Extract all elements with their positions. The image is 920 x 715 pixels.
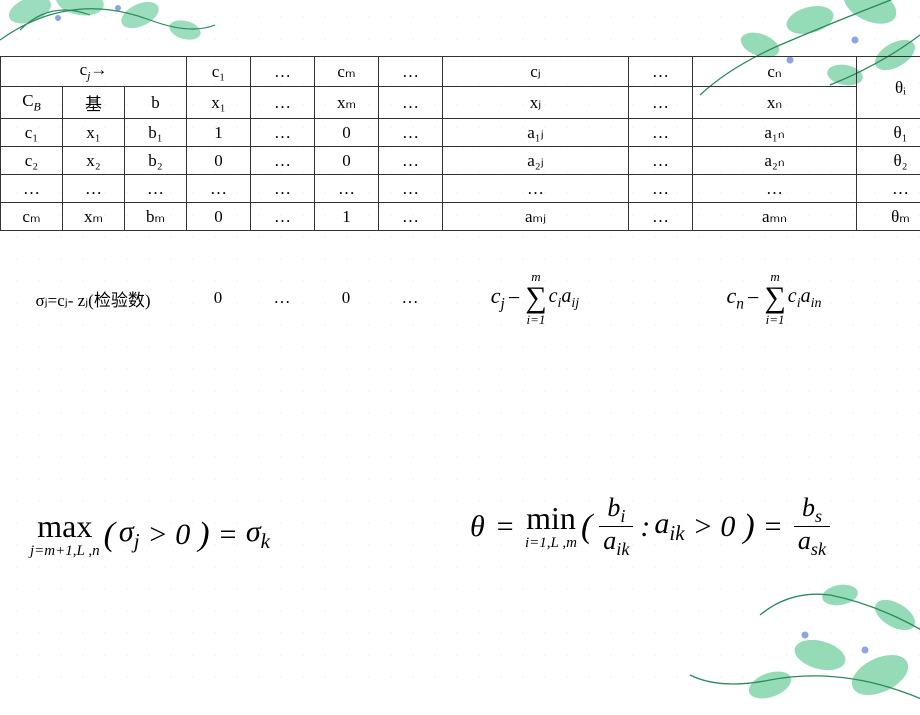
cell: b₁: [125, 119, 187, 147]
cell-dots: …: [251, 87, 315, 119]
cell: 0: [315, 147, 379, 175]
cell: θₘ: [857, 203, 920, 231]
cell-theta-i: θᵢ: [857, 57, 920, 119]
cell: …: [379, 175, 443, 203]
sigma-v1: 0: [186, 288, 250, 308]
formula-max-sigma: max j=m+1,L ,n ( σj > 0 ) = σk: [30, 510, 410, 559]
sigma-sum-n: cn − m ∑ i=1 ciain: [692, 270, 856, 326]
cell: c₂: [1, 147, 63, 175]
cell: 0: [187, 203, 251, 231]
cell-x1: x₁: [187, 87, 251, 119]
table-row: c₁ x₁ b₁ 1 … 0 … a₁ⱼ … a₁ₙ θ₁: [1, 119, 920, 147]
cell: …: [63, 175, 125, 203]
formula-min-theta: θ = min i=1,L ,m ( bi aik : aik > 0 ) = …: [470, 495, 920, 559]
cell: …: [379, 147, 443, 175]
cell: …: [443, 175, 629, 203]
cell: …: [379, 203, 443, 231]
cell-xn: xₙ: [693, 87, 857, 119]
cell: bₘ: [125, 203, 187, 231]
sigma-dots: …: [250, 288, 314, 308]
cell: 0: [187, 147, 251, 175]
cell-xm: xₘ: [315, 87, 379, 119]
cell: cₘ: [1, 203, 63, 231]
sigma-dots: …: [378, 288, 442, 308]
cell: x₁: [63, 119, 125, 147]
cell-dots: …: [379, 87, 443, 119]
sigma-label: σⱼ=cⱼ- zⱼ(检验数): [0, 286, 186, 311]
cell-cj-arrow: cj→: [1, 57, 187, 87]
cell-b: b: [125, 87, 187, 119]
cell-c1: c₁: [187, 57, 251, 87]
cell: aₘₙ: [693, 203, 857, 231]
cell-xj: xⱼ: [443, 87, 629, 119]
cell-dots: …: [379, 57, 443, 87]
cell-cm: cₘ: [315, 57, 379, 87]
cell: …: [629, 119, 693, 147]
cell: a₁ₙ: [693, 119, 857, 147]
cell: a₂ⱼ: [443, 147, 629, 175]
cell: a₂ₙ: [693, 147, 857, 175]
cell: b₂: [125, 147, 187, 175]
cell: 1: [315, 203, 379, 231]
cell: …: [379, 119, 443, 147]
cell-cj: cⱼ: [443, 57, 629, 87]
header-row-basis: CB 基 b x₁ … xₘ … xⱼ … xₙ: [1, 87, 920, 119]
cell: …: [629, 175, 693, 203]
header-row-cj: cj→ c₁ … cₘ … cⱼ … cₙ θᵢ: [1, 57, 920, 87]
sigma-row: σⱼ=cⱼ- zⱼ(检验数) 0 … 0 … cj − m ∑ i=1 ciai…: [0, 270, 920, 326]
cell: …: [693, 175, 857, 203]
cell: …: [629, 147, 693, 175]
cell-dots: …: [629, 57, 693, 87]
cell: a₁ⱼ: [443, 119, 629, 147]
cell: c₁: [1, 119, 63, 147]
cell: x₂: [63, 147, 125, 175]
cell-basis: 基: [63, 87, 125, 119]
cell-dots: …: [251, 57, 315, 87]
cell-CB: CB: [1, 87, 63, 119]
cell: …: [251, 119, 315, 147]
sigma-vm: 0: [314, 288, 378, 308]
cell: …: [251, 175, 315, 203]
cell-cn: cₙ: [693, 57, 857, 87]
cell: 1: [187, 119, 251, 147]
sigma-sum-j: cj − m ∑ i=1 ciaij: [442, 270, 628, 326]
cell: …: [251, 147, 315, 175]
simplex-table: cj→ c₁ … cₘ … cⱼ … cₙ θᵢ CB 基 b x₁ … xₘ …: [0, 56, 920, 231]
cell: …: [1, 175, 63, 203]
cell: …: [125, 175, 187, 203]
table-row: cₘ xₘ bₘ 0 … 1 … aₘⱼ … aₘₙ θₘ: [1, 203, 920, 231]
cell: …: [315, 175, 379, 203]
cell: aₘⱼ: [443, 203, 629, 231]
cell: θ₂: [857, 147, 920, 175]
cell-dots: …: [629, 87, 693, 119]
cell: …: [629, 203, 693, 231]
cell: 0: [315, 119, 379, 147]
table-row: … … … … … … … … … … …: [1, 175, 920, 203]
table-row: c₂ x₂ b₂ 0 … 0 … a₂ⱼ … a₂ₙ θ₂: [1, 147, 920, 175]
cell: …: [857, 175, 920, 203]
cell: …: [251, 203, 315, 231]
cell: …: [187, 175, 251, 203]
cell: θ₁: [857, 119, 920, 147]
cell: xₘ: [63, 203, 125, 231]
